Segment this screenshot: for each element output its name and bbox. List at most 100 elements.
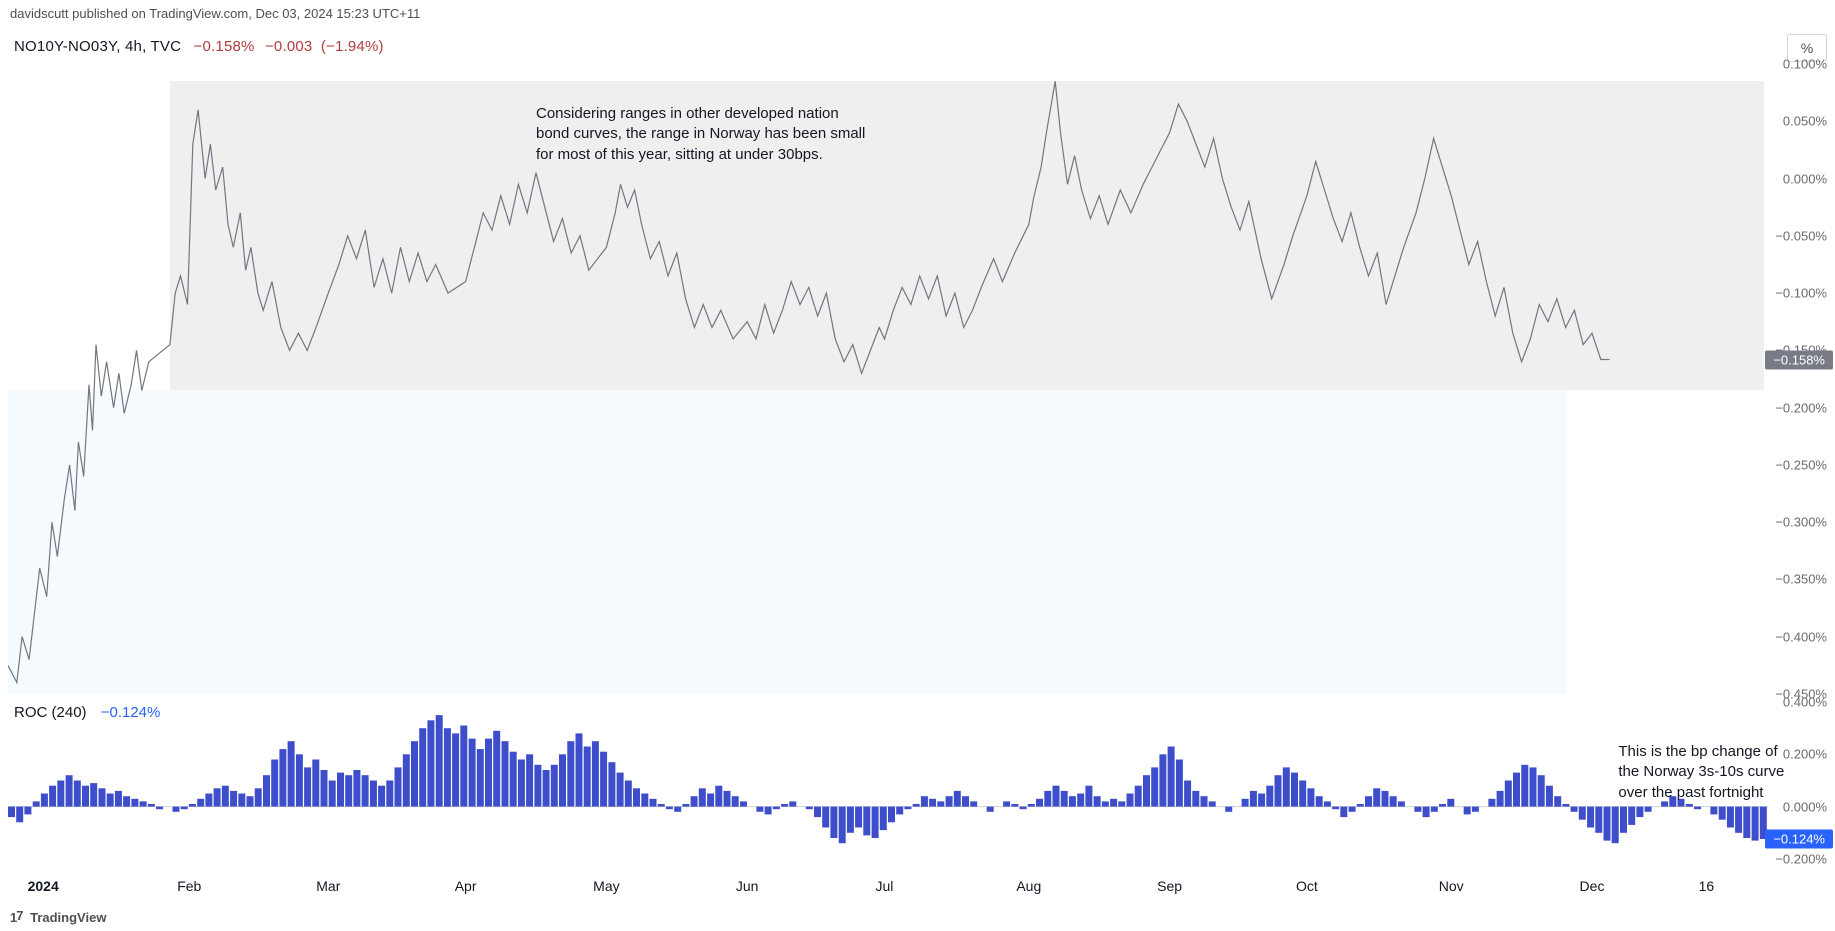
roc-bar xyxy=(789,801,796,806)
roc-bar xyxy=(1061,791,1068,807)
roc-bar xyxy=(1184,781,1191,807)
x-axis-tick: Apr xyxy=(455,878,477,894)
roc-y-axis-tick: −0.200% xyxy=(1775,851,1827,866)
roc-bar xyxy=(353,770,360,807)
roc-bar xyxy=(625,781,632,807)
roc-bar xyxy=(929,799,936,807)
tradingview-logo-icon: 17 xyxy=(10,910,22,925)
roc-bar xyxy=(1192,791,1199,807)
roc-bar xyxy=(962,796,969,807)
roc-bar xyxy=(131,799,138,807)
roc-bar xyxy=(1094,796,1101,807)
range-annotation: Considering ranges in other developed na… xyxy=(536,104,865,165)
roc-bar xyxy=(1258,794,1265,807)
roc-bar xyxy=(600,752,607,807)
roc-bar xyxy=(1151,767,1158,806)
roc-y-axis-tick: 0.200% xyxy=(1783,747,1827,762)
roc-bar xyxy=(345,775,352,806)
roc-bar xyxy=(140,801,147,806)
roc-bar xyxy=(806,807,813,810)
roc-bar xyxy=(1020,807,1027,810)
roc-bar xyxy=(41,794,48,807)
roc-bar xyxy=(1390,796,1397,807)
roc-bar xyxy=(1340,807,1347,818)
roc-bar xyxy=(1743,807,1750,838)
roc-bar xyxy=(296,754,303,806)
roc-bar xyxy=(1283,767,1290,806)
roc-bar xyxy=(1513,773,1520,807)
roc-bar xyxy=(1201,796,1208,807)
roc-bar xyxy=(1497,791,1504,807)
roc-bar xyxy=(921,796,928,807)
roc-bar xyxy=(1488,799,1495,807)
roc-bar xyxy=(880,807,887,831)
roc-bar xyxy=(691,796,698,807)
roc-bar xyxy=(255,788,262,806)
publish-info: davidscutt published on TradingView.com,… xyxy=(10,6,420,21)
y-axis-tick: −0.400% xyxy=(1775,629,1827,644)
roc-bar xyxy=(411,741,418,806)
roc-bar xyxy=(773,807,780,810)
roc-bar xyxy=(715,786,722,807)
roc-bar xyxy=(1562,804,1569,807)
roc-bar xyxy=(469,739,476,807)
roc-bar xyxy=(1118,801,1125,806)
x-axis-tick: Dec xyxy=(1580,878,1605,894)
roc-bar xyxy=(1571,807,1578,812)
roc-y-axis-tick: 0.000% xyxy=(1783,799,1827,814)
price-flag: −0.158% xyxy=(1765,350,1833,369)
roc-bar xyxy=(666,807,673,810)
y-axis-tick: −0.350% xyxy=(1775,572,1827,587)
roc-chart[interactable] xyxy=(8,702,1768,872)
roc-bar xyxy=(1053,786,1060,807)
roc-bar xyxy=(444,728,451,807)
x-axis-tick: Sep xyxy=(1157,878,1182,894)
roc-bar xyxy=(1719,807,1726,820)
roc-bar xyxy=(1332,807,1339,810)
roc-bar xyxy=(156,807,163,810)
roc-bar xyxy=(1307,788,1314,806)
roc-bar xyxy=(1554,796,1561,807)
roc-bar xyxy=(1003,801,1010,806)
y-axis-tick: −0.050% xyxy=(1775,228,1827,243)
roc-bar xyxy=(617,773,624,807)
roc-bar xyxy=(312,760,319,807)
roc-bar xyxy=(682,804,689,807)
roc-bar xyxy=(1464,807,1471,815)
roc-bar xyxy=(847,807,854,833)
roc-bar xyxy=(1127,794,1134,807)
roc-bar xyxy=(1636,807,1643,818)
roc-bar xyxy=(173,807,180,812)
roc-bar xyxy=(230,791,237,807)
roc-bar xyxy=(1044,791,1051,807)
roc-bar xyxy=(49,786,56,807)
roc-bar xyxy=(1135,786,1142,807)
roc-bar xyxy=(954,791,961,807)
roc-bar xyxy=(946,796,953,807)
roc-bar xyxy=(1102,801,1109,806)
roc-bar xyxy=(872,807,879,838)
roc-bar xyxy=(99,788,106,806)
roc-bar xyxy=(756,807,763,812)
roc-bar xyxy=(107,794,114,807)
roc-bar xyxy=(888,807,895,823)
roc-bar xyxy=(493,731,500,807)
roc-bar xyxy=(1275,775,1282,806)
x-axis-tick: Nov xyxy=(1439,878,1464,894)
roc-bar xyxy=(304,767,311,806)
main-chart[interactable]: Considering ranges in other developed na… xyxy=(8,64,1768,694)
roc-bar xyxy=(181,807,188,810)
roc-bar xyxy=(288,741,295,806)
price-line xyxy=(8,81,1610,682)
roc-bar xyxy=(33,801,40,806)
x-axis-tick: Oct xyxy=(1296,878,1318,894)
roc-bar xyxy=(1143,775,1150,806)
roc-bar xyxy=(395,767,402,806)
roc-bar xyxy=(1110,799,1117,807)
roc-bar xyxy=(699,788,706,806)
roc-bar xyxy=(822,807,829,828)
x-axis-tick: Feb xyxy=(177,878,201,894)
roc-bar xyxy=(427,720,434,806)
roc-bar xyxy=(263,775,270,806)
roc-bar xyxy=(1085,786,1092,807)
